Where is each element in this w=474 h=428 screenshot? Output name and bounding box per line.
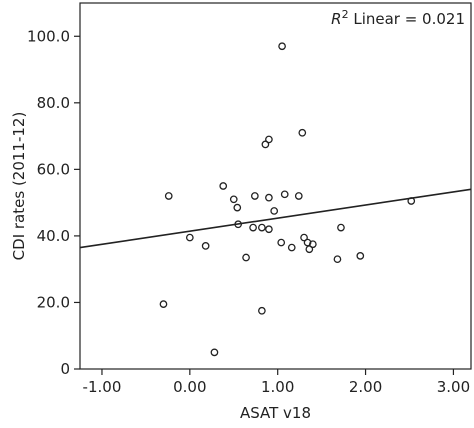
data-point	[280, 190, 289, 199]
x-tick-label: 2.00	[349, 378, 382, 396]
data-point	[308, 240, 317, 249]
data-point	[303, 238, 312, 247]
x-tick-label: -1.00	[83, 378, 122, 396]
data-point	[258, 306, 266, 315]
data-point	[219, 182, 228, 190]
y-tick-label: 100.0	[27, 27, 70, 45]
data-point	[201, 242, 210, 250]
data-point	[333, 255, 342, 264]
data-point	[251, 192, 259, 200]
data-point	[356, 252, 365, 260]
data-point	[164, 192, 173, 200]
data-point	[234, 220, 243, 229]
y-tick-label: 80.0	[37, 94, 70, 112]
r-squared-annotation: R2 Linear = 0.021	[331, 8, 465, 28]
data-point	[277, 238, 286, 247]
data-point	[294, 192, 303, 200]
y-tick-label: 0	[60, 360, 70, 378]
y-tick-label: 40.0	[37, 227, 70, 245]
data-point	[258, 223, 266, 232]
data-point	[305, 245, 314, 254]
data-point	[249, 223, 257, 232]
data-point	[337, 223, 345, 232]
data-point	[233, 203, 242, 212]
data-point	[298, 128, 307, 137]
data-point	[210, 348, 219, 357]
data-point	[287, 243, 296, 252]
data-point	[270, 207, 279, 215]
y-axis-label: CDI rates (2011-12)	[10, 112, 28, 261]
data-point	[185, 233, 194, 242]
data-point	[265, 193, 273, 202]
x-tick-label: 3.00	[437, 378, 470, 396]
data-point	[265, 135, 273, 144]
data-point	[407, 197, 416, 205]
data-point	[278, 42, 286, 51]
x-tick-label: 0.00	[173, 378, 206, 396]
fit-line	[79, 188, 472, 249]
plot-frame	[79, 2, 472, 370]
x-axis-label: ASAT v18	[240, 404, 311, 422]
data-point	[159, 300, 168, 308]
data-point	[261, 140, 270, 149]
y-tick-label: 20.0	[37, 293, 70, 311]
data-point	[265, 225, 273, 234]
data-point	[242, 253, 250, 262]
r-superscript: 2	[342, 8, 349, 21]
x-tick-label: 1.00	[261, 378, 294, 396]
data-point	[229, 195, 238, 204]
data-point	[300, 233, 308, 242]
r-symbol: R	[331, 10, 341, 28]
r-value-text: Linear = 0.021	[349, 10, 465, 28]
y-tick-label: 60.0	[37, 160, 70, 178]
